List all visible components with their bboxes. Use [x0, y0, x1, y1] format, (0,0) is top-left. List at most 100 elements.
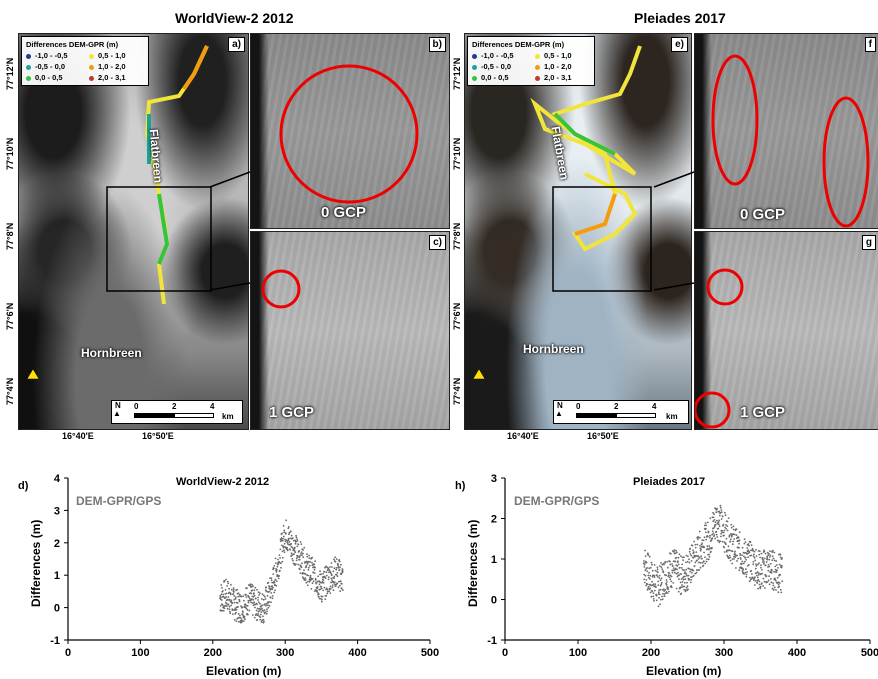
data-point: [323, 571, 326, 573]
data-point: [295, 559, 298, 562]
data-point: [233, 601, 236, 604]
data-point: [281, 550, 284, 553]
data-point: [754, 567, 757, 570]
data-point: [654, 569, 657, 572]
data-point: [253, 589, 256, 592]
data-point: [753, 553, 755, 556]
data-point: [259, 613, 262, 616]
data-point: [660, 583, 663, 586]
data-point: [309, 561, 312, 563]
data-point: [692, 569, 695, 572]
data-point: [680, 578, 683, 580]
zoom-panel-g: g 1 GCP: [694, 231, 878, 430]
data-point: [720, 532, 722, 535]
data-point: [220, 584, 223, 586]
data-point: [777, 591, 780, 594]
data-point: [317, 593, 320, 596]
data-point: [690, 576, 692, 578]
data-point: [245, 596, 248, 598]
data-point: [707, 530, 710, 533]
data-point: [676, 564, 679, 567]
data-point: [754, 576, 756, 578]
data-point: [325, 574, 328, 577]
data-point: [762, 559, 765, 562]
data-point: [744, 551, 747, 554]
data-point: [683, 569, 685, 572]
data-point: [768, 575, 770, 578]
data-point: [677, 556, 680, 559]
data-point: [758, 550, 761, 553]
data-point: [261, 593, 264, 595]
data-point: [241, 610, 244, 612]
data-point: [677, 571, 679, 574]
data-point: [653, 589, 656, 592]
data-point: [768, 553, 770, 555]
data-point: [704, 527, 707, 530]
data-point: [749, 541, 752, 543]
data-point: [724, 526, 726, 529]
legend-dot-5: [26, 75, 31, 81]
data-point: [286, 542, 289, 544]
data-point: [713, 513, 715, 516]
data-point: [691, 544, 694, 547]
data-point: [768, 556, 771, 558]
data-point: [293, 546, 296, 549]
data-point: [285, 539, 288, 541]
data-point: [762, 585, 764, 587]
map-panel-e: e) Differences DEM-GPR (m) -1,0 - -0,5 0…: [464, 33, 692, 430]
data-point: [693, 551, 695, 553]
data-point: [665, 574, 667, 576]
data-point: [741, 554, 743, 557]
data-point: [237, 595, 240, 598]
data-point: [651, 575, 654, 578]
data-point: [708, 548, 710, 551]
data-point: [276, 565, 279, 568]
data-point: [240, 595, 243, 598]
data-point: [268, 585, 271, 588]
data-point: [318, 583, 321, 586]
data-point: [643, 566, 646, 568]
data-point: [342, 589, 344, 591]
data-point: [656, 571, 659, 573]
legend-e: Differences DEM-GPR (m) -1,0 - -0,5 0,5 …: [467, 36, 595, 86]
data-point: [715, 530, 718, 533]
data-point: [780, 566, 783, 569]
data-point: [283, 542, 286, 545]
data-point: [257, 601, 260, 604]
data-point: [302, 556, 305, 559]
data-point: [684, 571, 686, 573]
data-point: [224, 597, 227, 600]
zoom-panel-f: f 0 GCP: [694, 33, 878, 229]
data-point: [670, 553, 672, 555]
data-point: [699, 536, 701, 539]
data-point: [682, 577, 684, 579]
data-point: [753, 584, 756, 586]
data-point: [335, 558, 338, 560]
data-point: [314, 560, 317, 563]
data-point: [699, 566, 702, 569]
data-point: [737, 557, 739, 560]
data-point: [239, 619, 242, 622]
data-point: [307, 580, 309, 583]
data-point: [651, 563, 653, 566]
data-point: [658, 593, 661, 596]
data-point: [772, 549, 774, 552]
data-point: [725, 550, 728, 553]
data-point: [666, 581, 668, 583]
data-point: [767, 579, 770, 582]
data-point: [246, 605, 249, 607]
data-point: [762, 577, 765, 580]
data-point: [760, 566, 762, 569]
data-point: [696, 559, 698, 562]
data-point: [720, 509, 723, 511]
data-point: [299, 552, 302, 555]
data-point: [732, 540, 734, 543]
data-point: [320, 585, 323, 588]
data-point: [714, 521, 717, 524]
data-point: [735, 528, 738, 530]
data-point: [291, 537, 294, 540]
data-point: [232, 593, 235, 595]
data-point: [232, 613, 234, 615]
data-point: [682, 578, 685, 581]
data-point: [650, 584, 653, 587]
